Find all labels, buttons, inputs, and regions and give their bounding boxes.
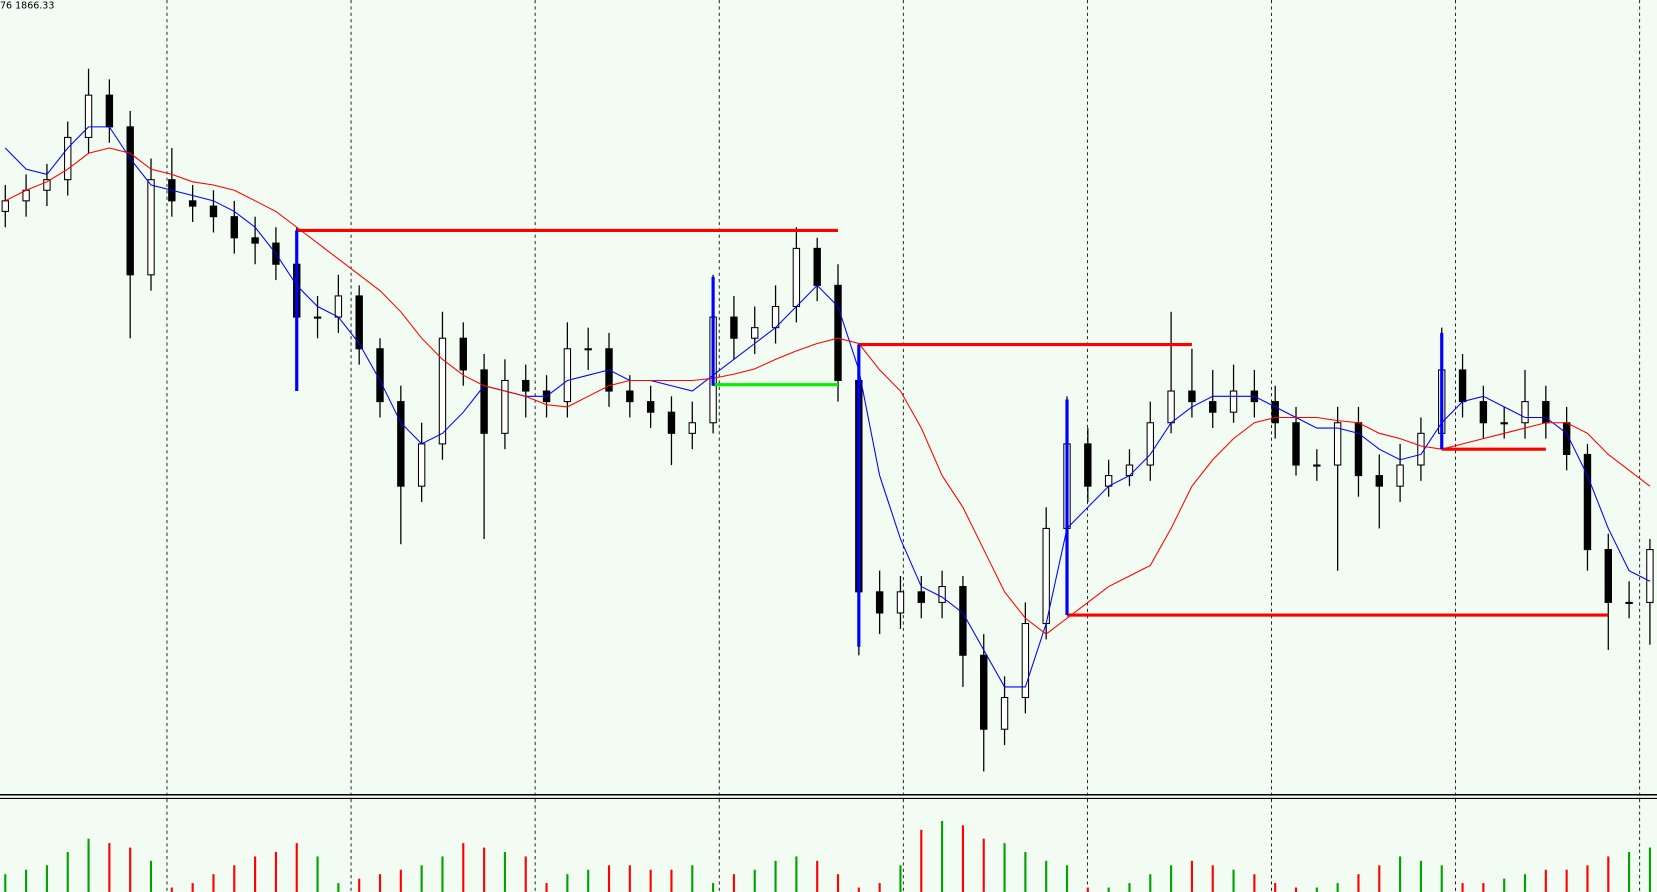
candle-body [980, 654, 988, 730]
candle-body [209, 205, 218, 218]
candle-body [1313, 464, 1321, 467]
candle-body [1396, 464, 1404, 487]
candle-body [584, 348, 592, 351]
candle-body [792, 247, 801, 308]
candle-body [1209, 401, 1217, 413]
candle-body [1417, 432, 1425, 466]
candle-body [751, 327, 759, 339]
candle-body [646, 401, 655, 413]
candle-body [64, 136, 72, 181]
candle-body [1, 200, 9, 212]
candle-body [334, 295, 343, 318]
candle-body [1021, 623, 1030, 699]
chart-title: 76 1866.33 [0, 1, 54, 12]
candle-body [313, 316, 322, 319]
candle-body [1604, 549, 1612, 603]
candle-body [230, 216, 238, 239]
candle-body [1000, 696, 1009, 730]
candle-body [43, 179, 51, 191]
candle-body [188, 200, 197, 207]
candle-body [667, 411, 676, 434]
candle-body [438, 337, 447, 445]
candle-body [1084, 443, 1092, 487]
candle-body [1229, 390, 1238, 413]
candle-body [730, 316, 738, 339]
candle-body [917, 591, 925, 603]
candle-body [105, 94, 114, 128]
candle-body [459, 337, 467, 371]
candle-body [1271, 401, 1279, 424]
candle-body [959, 586, 967, 656]
candle-body [417, 443, 426, 487]
candle-body [501, 379, 509, 434]
candle-body [251, 237, 259, 244]
candle-body [626, 390, 634, 403]
candle-body [1479, 401, 1488, 424]
candle-body [1583, 453, 1592, 551]
candle-body [875, 591, 884, 614]
candle-body [147, 179, 155, 276]
moving-average [5, 147, 1651, 635]
candle-body [771, 305, 780, 329]
candle-body [84, 94, 93, 138]
candle-body [813, 247, 821, 286]
candle-body [1646, 549, 1654, 603]
candle-body [1354, 422, 1363, 477]
candle-body [1333, 422, 1342, 466]
candle-body [1292, 422, 1300, 466]
candle-body [397, 401, 405, 487]
candle-body [1146, 422, 1154, 466]
candle-body [688, 422, 696, 434]
candle-body [563, 348, 572, 403]
moving-average [4, 126, 1651, 688]
candle-body [355, 295, 363, 350]
candle-body [1375, 475, 1383, 487]
candle-body [834, 284, 842, 382]
candle-body [896, 591, 905, 614]
candle-body [522, 379, 530, 392]
candle-body [1167, 390, 1175, 424]
candle-body [480, 369, 488, 434]
candle-body [1521, 401, 1529, 424]
candle-body [1500, 422, 1508, 425]
candle-body [938, 586, 946, 603]
candle-body [1042, 527, 1050, 625]
candle-body [1458, 369, 1467, 403]
candle-body [1625, 601, 1633, 604]
candle-body [376, 348, 384, 403]
candle-body [126, 126, 134, 276]
candle-body [1188, 390, 1196, 403]
